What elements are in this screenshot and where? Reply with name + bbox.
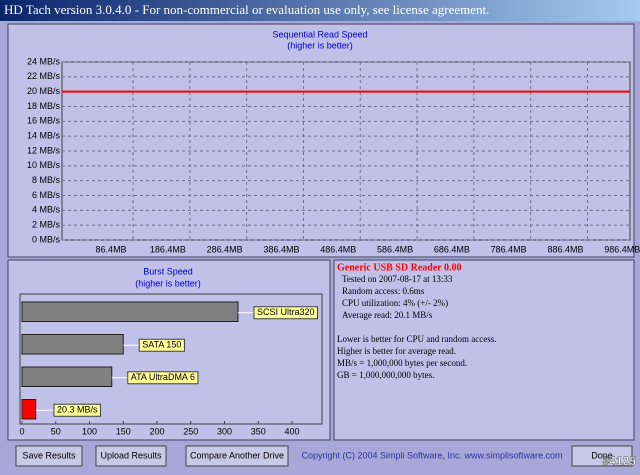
x-tick-label: 250 bbox=[183, 426, 198, 436]
label-box bbox=[53, 403, 102, 417]
y-tick-label: 10 MB/s bbox=[27, 160, 61, 170]
info-panel bbox=[333, 259, 635, 441]
burst-plot bbox=[19, 293, 323, 425]
button-label[interactable]: Compare Another Drive bbox=[190, 450, 284, 460]
bar bbox=[21, 334, 124, 355]
chart-title: Sequential Read Speed bbox=[272, 29, 367, 39]
y-tick-label: 6 MB/s bbox=[32, 190, 61, 200]
y-tick-label: 12 MB/s bbox=[27, 145, 61, 155]
x-tick-label: 386.4MB bbox=[263, 244, 299, 254]
button[interactable] bbox=[15, 445, 83, 467]
watermark: #4125 bbox=[603, 454, 637, 468]
bar-label: ATA UltraDMA 6 bbox=[131, 372, 195, 382]
info-line: CPU utilization: 4% (+/- 2%) bbox=[342, 298, 448, 308]
label-box bbox=[138, 338, 185, 352]
bar bbox=[21, 366, 113, 387]
bar bbox=[21, 301, 239, 322]
x-tick-label: 486.4MB bbox=[320, 244, 356, 254]
x-tick-label: 150 bbox=[116, 426, 131, 436]
info-note: GB = 1,000,000,000 bytes. bbox=[337, 370, 434, 380]
drive-name: Generic USB SD Reader 0.00 bbox=[337, 262, 462, 273]
x-tick-label: 350 bbox=[251, 426, 266, 436]
label-box bbox=[253, 306, 319, 320]
read-panel bbox=[7, 23, 635, 258]
x-tick-label: 286.4MB bbox=[207, 244, 243, 254]
x-tick-label: 886.4MB bbox=[547, 244, 583, 254]
x-tick-label: 0 bbox=[19, 426, 24, 436]
x-tick-label: 986.4MB bbox=[604, 244, 640, 254]
y-tick-label: 2 MB/s bbox=[32, 220, 61, 230]
info-line: Average read: 20.1 MB/s bbox=[342, 310, 433, 320]
chart-title: Burst Speed bbox=[143, 266, 193, 276]
y-tick-label: 4 MB/s bbox=[32, 205, 61, 215]
info-note: Higher is better for average read. bbox=[337, 346, 456, 356]
x-tick-label: 86.4MB bbox=[96, 244, 127, 254]
x-tick-label: 50 bbox=[51, 426, 61, 436]
info-line: Random access: 0.6ms bbox=[342, 286, 425, 296]
chart-subtitle: (higher is better) bbox=[135, 278, 201, 288]
y-tick-label: 18 MB/s bbox=[27, 101, 61, 111]
button[interactable] bbox=[571, 445, 633, 467]
window-title: HD Tach version 3.0.4.0 - For non-commer… bbox=[4, 2, 489, 17]
button[interactable] bbox=[95, 445, 167, 467]
button[interactable] bbox=[185, 445, 289, 467]
info-note: MB/s = 1,000,000 bytes per second. bbox=[337, 358, 467, 368]
x-tick-label: 686.4MB bbox=[434, 244, 470, 254]
button-label[interactable]: Save Results bbox=[22, 450, 76, 460]
y-tick-label: 16 MB/s bbox=[27, 116, 61, 126]
title-bar bbox=[0, 0, 640, 21]
x-tick-label: 100 bbox=[82, 426, 97, 436]
y-tick-label: 14 MB/s bbox=[27, 131, 61, 141]
button-label[interactable]: Done bbox=[591, 450, 613, 460]
info-line: Tested on 2007-08-17 at 13:33 bbox=[342, 274, 453, 284]
bar-label: 20.3 MB/s bbox=[57, 405, 98, 415]
bar bbox=[21, 399, 37, 420]
y-tick-label: 20 MB/s bbox=[27, 86, 61, 96]
bar-label: SATA 150 bbox=[142, 340, 181, 350]
copyright: Copyright (C) 2004 Simpli Software, Inc.… bbox=[301, 450, 562, 460]
bar-label: SCSI Ultra320 bbox=[257, 307, 315, 317]
x-tick-label: 186.4MB bbox=[150, 244, 186, 254]
x-tick-label: 786.4MB bbox=[491, 244, 527, 254]
x-tick-label: 200 bbox=[149, 426, 164, 436]
label-box bbox=[127, 371, 199, 385]
x-tick-label: 400 bbox=[284, 426, 299, 436]
y-tick-label: 8 MB/s bbox=[32, 175, 61, 185]
y-tick-label: 22 MB/s bbox=[27, 71, 61, 81]
info-note: Lower is better for CPU and random acces… bbox=[337, 334, 496, 344]
x-tick-label: 300 bbox=[217, 426, 232, 436]
y-tick-label: 24 MB/s bbox=[27, 56, 61, 66]
button-label[interactable]: Upload Results bbox=[100, 450, 162, 460]
y-tick-label: 0 MB/s bbox=[32, 234, 61, 244]
x-tick-label: 586.4MB bbox=[377, 244, 413, 254]
info-lines: Tested on 2007-08-17 at 13:33 Random acce… bbox=[337, 274, 496, 380]
chart-subtitle: (higher is better) bbox=[287, 40, 353, 50]
